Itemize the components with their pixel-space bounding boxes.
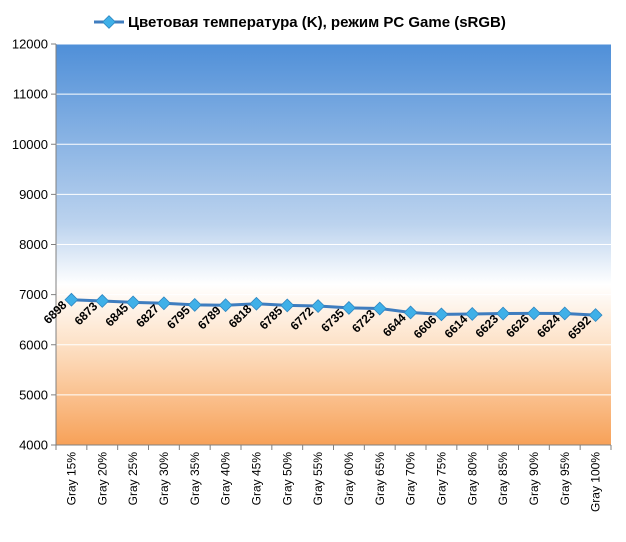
x-tick-label: Gray 55% [311,452,325,506]
data-point [434,307,449,322]
y-tick-label: 7000 [19,287,48,302]
x-tick-label: Gray 35% [188,452,202,506]
series-line [64,292,603,323]
data-point [95,294,110,308]
legend-label: Цветовая температура (K), режим PC Game … [128,14,506,31]
legend-marker-swatch [102,15,116,29]
x-tick-label: Gray 30% [157,452,171,506]
x-tick-label: Gray 25% [126,452,140,506]
data-point [496,306,511,321]
x-tick-label: Gray 95% [558,452,572,506]
y-axis-ticks: 4000 5000 6000 7000 8000 9000 10000 11000 12000 [12,37,56,453]
x-tick-label: Gray 80% [465,452,479,506]
x-tick-label: Gray 100% [589,452,603,512]
data-point [218,298,233,313]
data-point [249,296,264,311]
y-tick-label: 10000 [12,137,48,152]
data-point [156,296,171,311]
data-point [403,305,418,320]
x-tick-label: Gray 20% [95,452,109,506]
data-point [465,307,480,321]
x-tick-label: Gray 50% [280,452,294,506]
data-point [64,292,79,307]
y-tick-label: 9000 [19,187,48,202]
x-tick-label: Gray 60% [342,452,356,506]
data-point [341,300,356,315]
data-point [526,306,541,321]
y-tick-label: 6000 [19,337,48,352]
x-tick-label: Gray 90% [527,452,541,506]
x-axis-ticks: Gray 15% Gray 20% Gray 25% Gray 30% Gray 35%… [55,445,612,512]
legend: Цветовая температура (K), режим PC Game … [94,14,506,31]
data-point [126,295,141,310]
x-tick-label: Gray 70% [404,452,418,506]
x-tick-label: Gray 75% [434,452,448,506]
y-tick-label: 12000 [12,37,48,52]
y-tick-label: 8000 [19,237,48,252]
data-point [280,298,295,313]
x-tick-label: Gray 40% [219,452,233,506]
gridlines [56,43,611,396]
data-point [588,308,603,323]
data-point [311,299,326,313]
data-point [372,301,387,316]
x-tick-label: Gray 85% [496,452,510,506]
y-tick-label: 11000 [13,87,48,102]
data-point [557,306,572,321]
data-point [187,297,202,312]
y-tick-label: 4000 [19,438,48,453]
x-tick-label: Gray 15% [64,452,78,506]
x-tick-label: Gray 45% [249,452,263,506]
y-tick-label: 5000 [19,387,48,402]
x-tick-label: Gray 65% [373,452,387,506]
